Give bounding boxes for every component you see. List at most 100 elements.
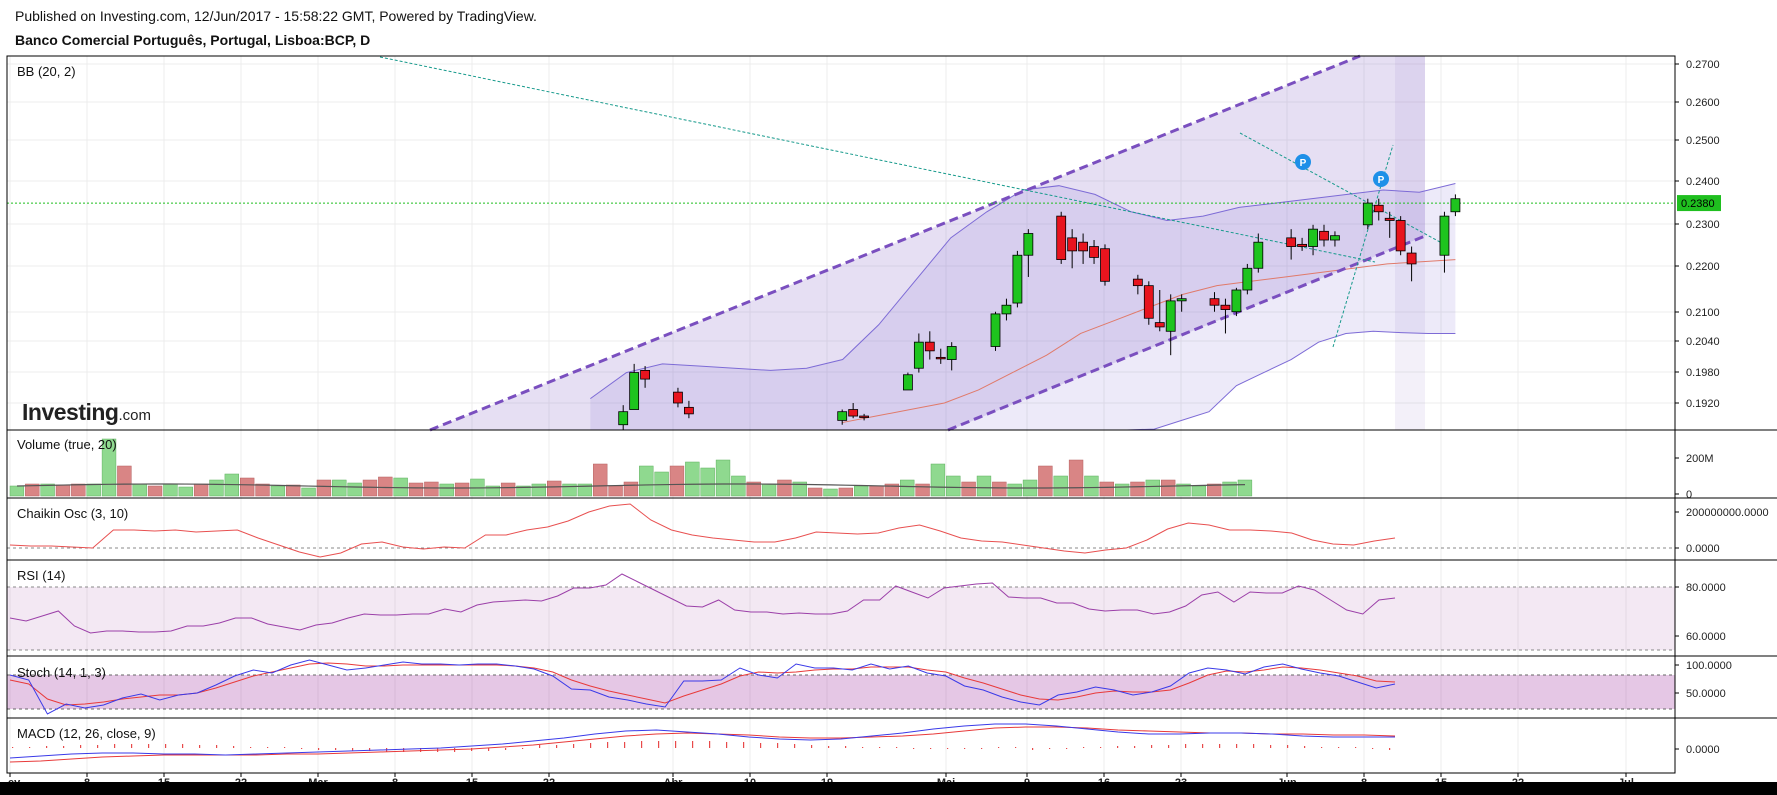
candle-body [1001,304,1012,315]
candle-body [837,411,848,421]
volume-bar [992,481,1007,497]
candle-body [1297,243,1307,247]
candle-body [1165,300,1176,332]
rsi-band [7,587,1675,650]
macd-histogram-bar [726,742,728,748]
date-axis-label: 9 [1024,777,1030,782]
candle-body [1308,228,1318,247]
macd-histogram-bar [233,746,235,748]
macd-histogram-bar [1117,746,1119,748]
macd-histogram-bar [879,747,881,748]
macd-histogram-bar [301,748,303,749]
volume-bar [408,482,424,497]
volume-bar [746,481,761,497]
volume-bar [439,483,454,497]
macd-histogram-bar [318,748,320,750]
candle-body [629,372,640,410]
macd-histogram-bar [1032,748,1034,750]
candle-body [1286,237,1297,247]
macd-histogram-bar [743,742,745,748]
volume-panel-axis-label: 0 [1686,489,1692,501]
volume-bar [792,481,807,497]
volume-bar [516,485,531,497]
volume-bar [209,479,224,497]
volume-bar [454,482,470,497]
date-axis-label: 15 [1435,777,1447,782]
macd-histogram-bar [1270,745,1272,748]
last-price-badge [1677,195,1721,212]
instrument-title: Banco Comercial Português, Portugal, Lis… [15,32,371,48]
logo-suffix: .com [118,407,151,424]
macd-histogram-bar [1134,746,1136,748]
macd-histogram-bar [199,745,201,748]
macd-histogram-bar [1066,748,1068,749]
chaikin-panel-label: Chaikin Osc (3, 10) [17,506,128,521]
price-axis-label: 0.2500 [1686,135,1720,147]
macd-histogram-bar [1338,747,1340,748]
volume-bar [1161,479,1176,497]
volume-bar [976,475,992,497]
macd-histogram-bar [522,748,524,749]
volume-bar [301,487,316,497]
macd-histogram-bar [284,747,286,748]
volume-bar [1068,459,1084,497]
volume-bar [101,438,117,497]
volume-bar [9,485,25,497]
macd-histogram-bar [1185,744,1187,748]
volume-bar [623,481,639,497]
volume-bar [531,483,547,497]
candle-body [1143,285,1154,319]
channel-lower-line [947,234,1426,432]
macd-histogram-bar [97,745,99,748]
macd-histogram-bar [216,745,218,748]
macd-histogram-bar [998,747,1000,748]
volume-panel-axis-label: 200M [1686,453,1714,465]
price-axis-label: 0.2200 [1686,261,1720,273]
candle-body [1450,198,1461,213]
macd-histogram-bar [46,746,48,748]
date-axis-label: 15 [466,777,478,782]
candle-body [1384,217,1395,221]
volume-bar [270,485,286,497]
candle-body [924,341,935,352]
volume-bar [71,483,86,497]
date-axis-label: 8 [392,777,398,782]
volume-bar [1145,479,1161,497]
candle-body [1078,241,1088,252]
macd-panel-label: MACD (12, 26, close, 9) [17,726,156,741]
date-axis-label: Mar [308,777,328,782]
volume-panel-label: Volume (true, 20) [17,437,117,452]
date-axis-label: Mai [937,777,955,782]
macd-histogram-bar [80,745,82,748]
stoch-panel-label: Stoch (14, 1, 3) [17,665,106,680]
macd-histogram-bar [1151,745,1153,748]
last-price-label: 0.2380 [1681,198,1715,210]
date-axis-label: 22 [235,777,247,782]
macd-histogram-bar [1100,747,1102,748]
volume-bar [1207,483,1222,497]
volume-bar [807,487,823,497]
price-axis-label: 0.2700 [1686,59,1720,71]
macd-histogram-bar [1015,747,1017,748]
volume-bar [1099,481,1114,497]
candle-body [1362,202,1373,226]
candle-body [903,374,913,391]
volume-bar [577,483,593,497]
volume-bar [639,465,654,497]
trend-line-down [379,56,1026,191]
date-axis-label: 22 [543,777,555,782]
volume-bar [362,479,378,497]
macd-panel-axis-label: 0.0000 [1686,744,1720,756]
volume-bar [961,481,976,497]
stoch-band [7,675,1675,709]
volume-bar [25,483,40,497]
price-axis-label: 0.2100 [1686,307,1720,319]
macd-histogram-bar [947,748,949,749]
candle-body [1089,246,1099,258]
volume-bar [731,475,746,497]
macd-histogram-bar [29,747,31,748]
macd-histogram-bar [658,741,660,748]
volume-bar [930,463,946,497]
candle-body [1176,298,1187,302]
